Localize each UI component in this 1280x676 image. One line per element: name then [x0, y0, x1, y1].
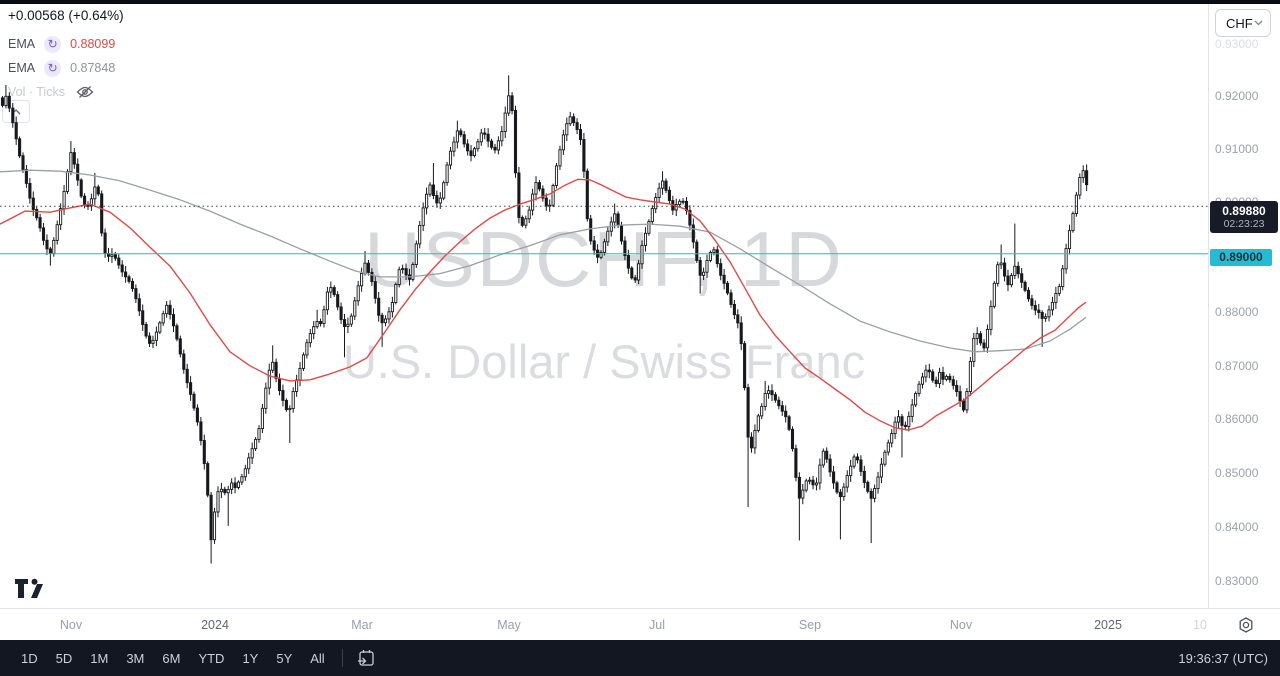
range-button-3m[interactable]: 3M: [126, 650, 145, 666]
time-axis[interactable]: Nov 2024 Mar May Jul Sep Nov 2025 10: [0, 608, 1280, 640]
toolbar-divider: [341, 649, 343, 667]
price-axis-label: 0.91000: [1215, 142, 1259, 156]
price-axis-label: 0.88000: [1215, 305, 1259, 319]
time-axis-label: Nov: [59, 618, 83, 632]
currency-selector[interactable]: CHF: [1215, 9, 1271, 37]
price-axis-label: 0.85000: [1215, 466, 1259, 480]
time-axis-label: Sep: [798, 618, 822, 632]
range-button-1y[interactable]: 1Y: [242, 650, 259, 666]
indicator-row-ema-slow[interactable]: EMA ↻ 0.87848: [8, 56, 124, 80]
range-button-ytd[interactable]: YTD: [198, 650, 225, 666]
ema_slow-line[interactable]: [0, 169, 1087, 353]
price-axis-label: 0.86000: [1215, 412, 1259, 426]
price-axis-label: 0.92000: [1215, 89, 1259, 103]
indicator-name: EMA: [8, 61, 36, 75]
price-axis[interactable]: 0.930000.920000.910000.900000.880000.870…: [1208, 4, 1280, 608]
chart-legend: +0.00568 (+0.64%) EMA ↻ 0.88099 EMA ↻ 0.…: [8, 8, 124, 104]
volume-indicator-label: Vol · Ticks: [8, 85, 65, 99]
range-button-all[interactable]: All: [310, 650, 325, 666]
go-to-date-button[interactable]: [355, 647, 377, 669]
window-top-strip: [0, 0, 1280, 4]
time-axis-label: 2025: [1094, 618, 1122, 632]
time-axis-label: 10: [1193, 618, 1207, 632]
chart-pane[interactable]: USDCHF, 1D U.S. Dollar / Swiss Franc +0.…: [0, 0, 1208, 608]
calendar-icon: [357, 650, 374, 666]
indicator-row-ema-fast[interactable]: EMA ↻ 0.88099: [8, 32, 124, 56]
indicator-value: 0.88099: [70, 37, 116, 51]
chevron-down-icon: [1254, 20, 1263, 26]
time-axis-label: Nov: [949, 618, 973, 632]
currency-value: CHF: [1226, 15, 1253, 31]
last-price-value: 0.89880: [1222, 204, 1266, 218]
time-axis-label: May: [497, 618, 521, 632]
range-button-1m[interactable]: 1M: [90, 650, 109, 666]
last-price-badge: 0.89880 02:23:23: [1210, 201, 1278, 233]
eye-hidden-icon[interactable]: [75, 83, 95, 101]
price-axis-label: 0.84000: [1215, 520, 1259, 534]
alert-price-badge[interactable]: 0.89000: [1210, 249, 1272, 266]
time-axis-label: Jul: [649, 618, 665, 632]
range-button-6m[interactable]: 6M: [162, 650, 181, 666]
indicator-value: 0.87848: [70, 61, 116, 75]
range-button-5y[interactable]: 5Y: [276, 650, 293, 666]
price-axis-label: 0.93000: [1215, 37, 1259, 51]
indicator-row-volume[interactable]: Vol · Ticks: [8, 80, 124, 104]
bottom-toolbar: 1D 5D 1M 3M 6M YTD 1Y 5Y All 19:36:37 (UTC): [0, 640, 1280, 676]
range-button-5d[interactable]: 5D: [55, 650, 73, 666]
price-axis-label: 0.83000: [1215, 574, 1259, 588]
price-change-label: +0.00568 (+0.64%): [8, 8, 124, 23]
toolbar-clock[interactable]: 19:36:37 (UTC): [1178, 650, 1268, 666]
candlestick-chart[interactable]: [0, 0, 1208, 608]
indicator-name: EMA: [8, 37, 36, 51]
time-axis-label: 2024: [201, 618, 229, 632]
price-axis-label: 0.87000: [1215, 359, 1259, 373]
range-button-1d[interactable]: 1D: [21, 650, 38, 666]
axis-settings-gear-icon[interactable]: [1237, 616, 1255, 634]
ema_fast-line[interactable]: [0, 178, 1087, 431]
tradingview-logo[interactable]: [14, 578, 44, 599]
indicator-refresh-icon[interactable]: ↻: [44, 59, 62, 77]
bar-countdown: 02:23:23: [1223, 218, 1265, 230]
indicator-refresh-icon[interactable]: ↻: [44, 35, 62, 53]
time-axis-label: Mar: [351, 618, 373, 632]
